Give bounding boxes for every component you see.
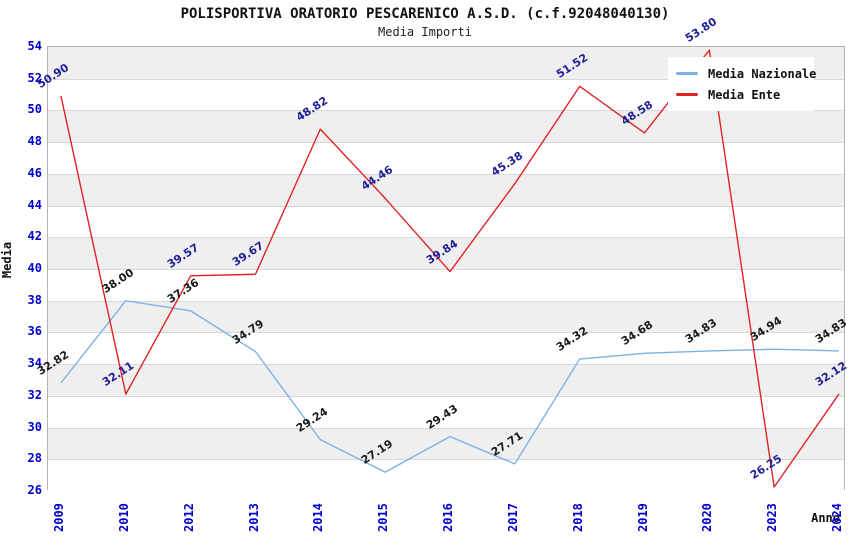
gridline [48,300,844,302]
gridline [48,110,844,112]
legend-item-media-ente: Media Ente [676,84,806,105]
legend-label: Media Ente [708,87,781,102]
chart-subtitle: Media Importi [378,25,472,39]
plot-band [48,395,844,428]
x-tick-label: 2009 [52,503,66,532]
x-axis-title: Anno [811,511,840,525]
plot-band [48,173,844,206]
plot-band [48,300,844,333]
y-tick-label: 48 [27,134,42,149]
plot-band [48,332,844,365]
x-tick-label: 2014 [311,503,326,532]
y-tick-label: 46 [27,165,42,180]
gridline [48,269,844,270]
plot-band [48,459,844,491]
x-tick-label: 2016 [441,503,455,532]
y-tick-label: 44 [27,197,42,212]
legend-label: Media Nazionale [708,66,817,81]
gridline [48,364,844,366]
y-tick-label: 42 [27,229,42,244]
gridline [48,459,844,461]
media-ente-line-swatch [676,93,698,96]
x-tick-label: 2024 [830,503,844,532]
series-line-media-ente [60,49,840,488]
series-line-media-nazionale [60,300,840,473]
x-tick-label: 2012 [181,503,196,532]
line-series-svg [60,49,840,488]
x-tick-label: 2017 [505,503,520,532]
plot-band [48,205,844,238]
plot-band [48,237,844,269]
gridline [48,237,844,239]
media-nazionale-line-swatch [676,72,698,75]
gridline [48,142,844,144]
y-tick-label: 40 [27,261,42,275]
x-tick-label: 2010 [116,503,131,532]
y-tick-label: 26 [27,483,42,497]
y-tick-label: 30 [27,419,42,434]
gridline [48,78,844,80]
gridline [48,173,844,175]
y-tick-label: 38 [27,292,42,307]
y-tick-label: 52 [27,70,42,85]
chart-title: POLISPORTIVA ORATORIO PESCARENICO A.S.D.… [180,6,670,22]
legend-item-media-nazionale: Media Nazionale [676,63,816,84]
x-tick-label: 2015 [376,503,391,532]
plot-area: 32.82 38.00 37.36 34.79 29.24 27.19 29.43 27.71… [35,15,849,491]
x-tick-label: 2018 [570,503,585,532]
y-tick-label: 28 [27,451,42,466]
x-tick-label: 2023 [765,503,780,532]
x-tick-label: 2020 [700,503,715,532]
plot-band [48,142,844,174]
y-tick-label: 50 [27,102,42,117]
x-tick-label: 2013 [246,503,261,532]
plot-band [48,364,844,396]
plot-band [48,110,844,143]
x-tick-label: 2019 [635,503,650,532]
y-tick-label: 32 [27,387,42,402]
plot-band [48,427,844,460]
y-tick-label: 36 [27,324,42,339]
legend: Media Nazionale Media Ente [668,57,816,111]
y-tick-label: 54 [27,39,42,53]
gridline [48,205,844,207]
gridline [48,332,844,334]
gridline [48,395,844,397]
gridline [48,427,844,429]
y-tick-label: 34 [27,356,42,371]
